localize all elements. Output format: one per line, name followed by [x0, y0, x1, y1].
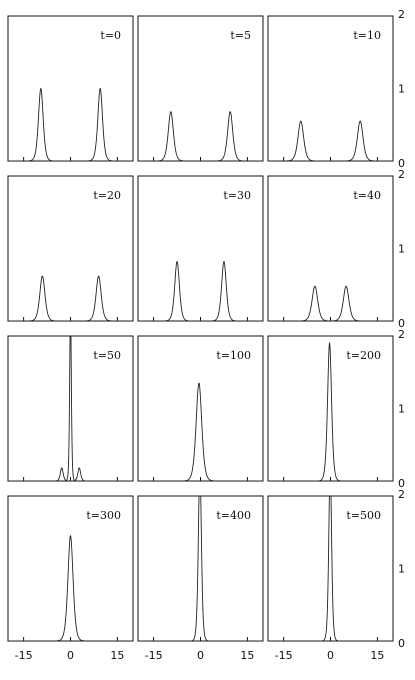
series-line [8, 87, 133, 161]
panel-7: t=50 [7, 335, 134, 482]
x-tick-label: 0 [197, 649, 204, 662]
y-tick-label: 1 [398, 243, 405, 256]
panel-label: t=50 [93, 349, 121, 362]
panel-1: t=0 [7, 15, 134, 162]
y-tick-label: 1 [398, 83, 405, 96]
series-line [138, 382, 263, 481]
y-tick-label: 0 [398, 157, 405, 170]
panel-label: t=20 [93, 189, 121, 202]
series-line [8, 336, 133, 481]
panel-label: t=400 [216, 509, 251, 522]
y-tick-label: 2 [398, 488, 405, 501]
y-tick-label: 2 [398, 168, 405, 181]
panel-3: t=10 [267, 15, 394, 162]
panel-6: t=40 [267, 175, 394, 322]
panel-label: t=10 [353, 29, 381, 42]
series-line [268, 120, 393, 161]
series-line [138, 260, 263, 321]
panel-4: t=20 [7, 175, 134, 322]
y-tick-label: 0 [398, 637, 405, 650]
x-tick-label: -15 [275, 649, 293, 662]
y-tick-label: 0 [398, 317, 405, 330]
y-tick-label: 1 [398, 403, 405, 416]
y-tick-label: 2 [398, 8, 405, 21]
series-line [268, 496, 393, 641]
x-tick-label: -15 [15, 649, 33, 662]
y-tick-label: 0 [398, 477, 405, 490]
panel-label: t=40 [353, 189, 381, 202]
panel-2: t=5 [137, 15, 264, 162]
panel-label: t=0 [100, 29, 121, 42]
panel-8: t=100 [137, 335, 264, 482]
panel-label: t=200 [346, 349, 381, 362]
x-tick-label: -15 [145, 649, 163, 662]
panel-9: t=200 [267, 335, 394, 482]
x-tick-label: 15 [110, 649, 124, 662]
series-line [138, 111, 263, 161]
x-tick-label: 15 [240, 649, 254, 662]
panel-12: t=500 [267, 495, 394, 642]
series-line [268, 341, 393, 481]
panel-label: t=5 [230, 29, 251, 42]
panel-10: t=300 [7, 495, 134, 642]
panel-label: t=300 [86, 509, 121, 522]
panel-label: t=500 [346, 509, 381, 522]
series-line [268, 285, 393, 321]
panel-label: t=30 [223, 189, 251, 202]
series-line [8, 534, 133, 641]
x-tick-label: 0 [67, 649, 74, 662]
y-tick-label: 1 [398, 563, 405, 576]
series-line [8, 275, 133, 321]
panel-11: t=400 [137, 495, 264, 642]
y-tick-label: 2 [398, 328, 405, 341]
panel-label: t=100 [216, 349, 251, 362]
x-tick-label: 15 [370, 649, 384, 662]
panel-5: t=30 [137, 175, 264, 322]
x-tick-label: 0 [327, 649, 334, 662]
series-line [138, 496, 263, 641]
